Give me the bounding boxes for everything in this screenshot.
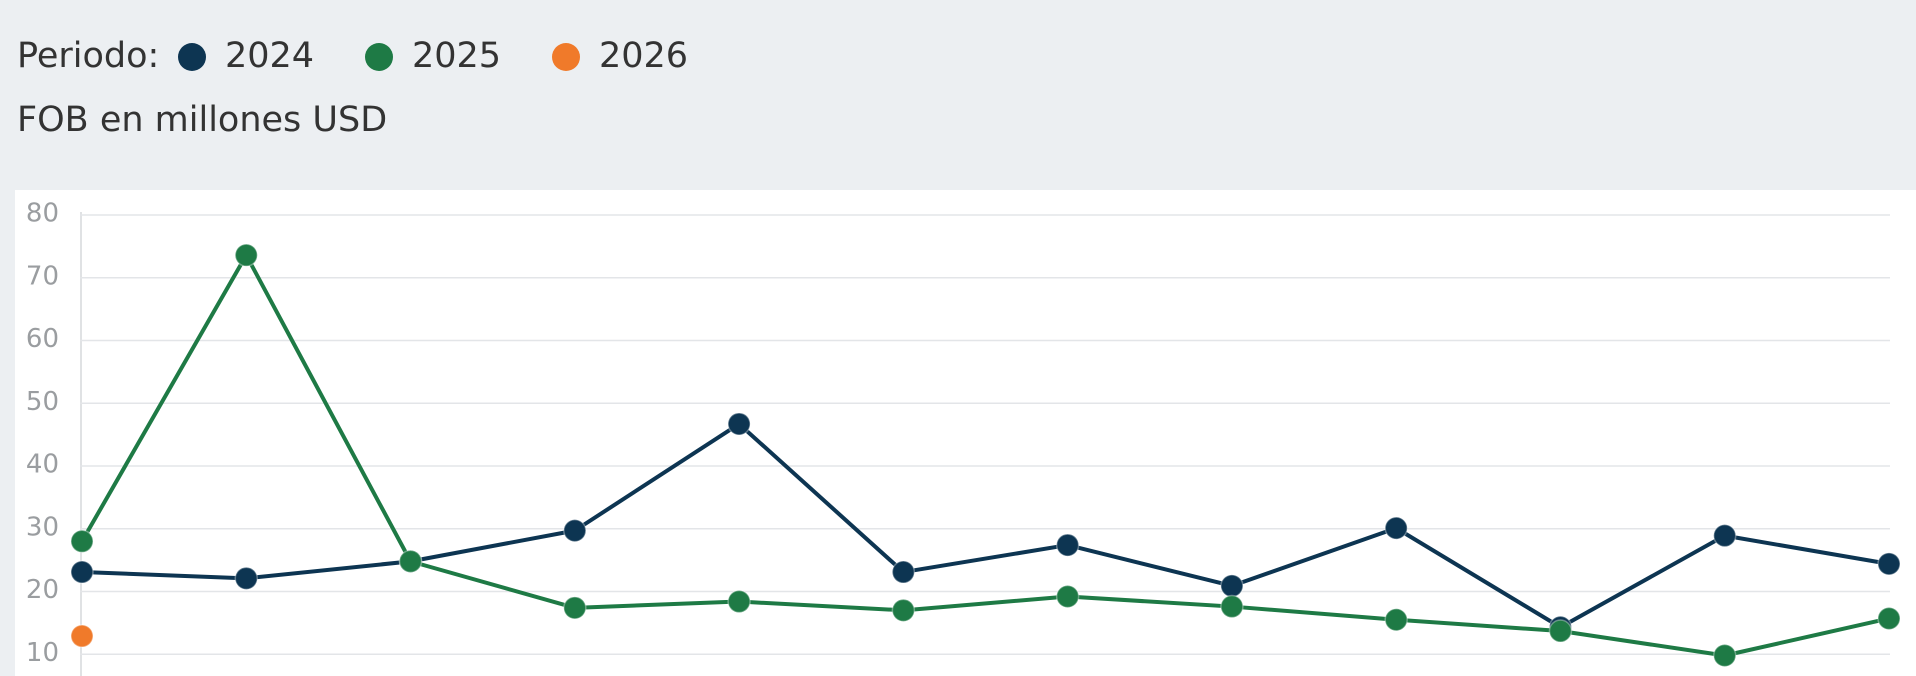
data-point: [1877, 606, 1901, 631]
series-line: [81, 421, 1890, 630]
legend-entry[interactable]: 2025: [412, 36, 501, 76]
data-point: [70, 624, 94, 648]
data-point: [1877, 552, 1901, 576]
y-tick-label: 30: [26, 512, 59, 542]
y-tick-label: 50: [26, 387, 59, 417]
data-point: [398, 549, 423, 574]
data-point: [234, 243, 259, 267]
data-point: [234, 566, 259, 591]
data-point: [1712, 643, 1737, 668]
data-point: [70, 560, 94, 584]
y-tick-label: 10: [26, 638, 59, 668]
data-point: [891, 560, 916, 584]
plot-bg: [15, 190, 1916, 676]
legend-label: Periodo:: [17, 36, 159, 76]
data-point: [727, 589, 751, 614]
legend-entry[interactable]: 2026: [599, 36, 688, 76]
data-point: [727, 412, 751, 436]
legend-marker[interactable]: [178, 43, 206, 71]
data-point: [891, 598, 916, 623]
header-bg: [0, 0, 1916, 190]
data-point: [70, 529, 94, 554]
y-tick-label: 40: [26, 450, 59, 480]
legend-entry[interactable]: 2024: [225, 36, 314, 76]
y-tick-label: 20: [26, 575, 59, 605]
y-tick-label: 70: [26, 261, 59, 291]
subtitle: FOB en millones USD: [17, 100, 387, 140]
data-point: [1384, 516, 1408, 540]
data-point: [1548, 619, 1573, 643]
data-point: [1220, 594, 1244, 619]
y-tick-label: 60: [26, 324, 59, 354]
legend-marker[interactable]: [365, 43, 393, 71]
data-point: [1712, 523, 1737, 548]
legend-marker[interactable]: [552, 43, 580, 71]
data-point: [1384, 607, 1408, 632]
data-point: [1055, 584, 1080, 609]
series-line: [80, 253, 1890, 658]
data-point: [1055, 533, 1080, 557]
data-point: [563, 518, 587, 543]
y-tick-label: 80: [26, 199, 59, 229]
data-point: [1220, 574, 1244, 598]
data-point: [563, 596, 587, 620]
